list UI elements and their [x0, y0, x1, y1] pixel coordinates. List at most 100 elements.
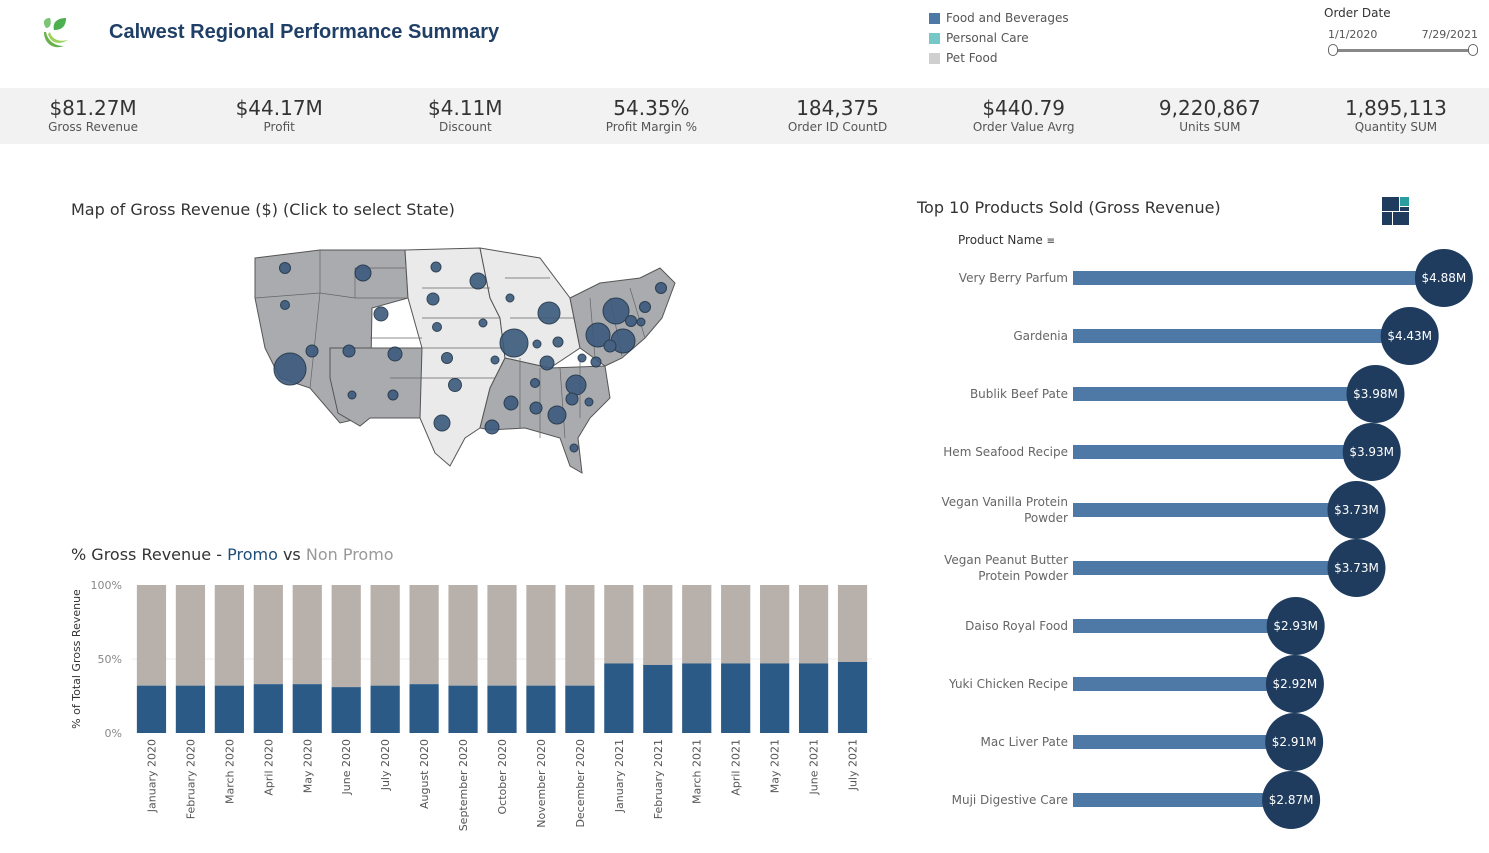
bar-non-promo[interactable]	[526, 585, 556, 686]
kpi-tile: $440.79 Order Value Avrg	[931, 88, 1117, 144]
bar-non-promo[interactable]	[409, 585, 439, 685]
x-tick-label: July 2021	[847, 739, 860, 791]
value-circle[interactable]	[1327, 539, 1386, 597]
product-bar[interactable]	[1073, 735, 1295, 749]
value-circle[interactable]	[1346, 365, 1405, 423]
kpi-label: Profit	[263, 120, 295, 134]
legend-item[interactable]: Personal Care	[929, 28, 1069, 48]
bar-promo[interactable]	[760, 663, 790, 733]
y-axis-label: % of Total Gross Revenue	[70, 589, 83, 729]
bar-non-promo[interactable]	[487, 585, 517, 686]
product-bar[interactable]	[1073, 793, 1292, 807]
product-bar[interactable]	[1073, 445, 1372, 459]
y-tick-label: 50%	[98, 653, 122, 666]
bar-non-promo[interactable]	[604, 585, 634, 664]
product-bar[interactable]	[1073, 561, 1357, 575]
value-label: $3.98M	[1353, 387, 1398, 401]
bar-non-promo[interactable]	[292, 585, 322, 685]
product-label: Vegan Peanut Butter	[944, 553, 1068, 567]
y-tick-label: 0%	[105, 727, 122, 740]
kpi-tile: $81.27M Gross Revenue	[0, 88, 186, 144]
bar-non-promo[interactable]	[643, 585, 673, 665]
bar-promo[interactable]	[487, 685, 517, 733]
us-revenue-map[interactable]	[250, 238, 690, 488]
kpi-tile: $4.11M Discount	[372, 88, 558, 144]
value-circle[interactable]	[1265, 713, 1324, 771]
value-label: $2.93M	[1273, 619, 1318, 633]
bar-promo[interactable]	[409, 684, 439, 733]
product-bar[interactable]	[1073, 329, 1410, 343]
bar-promo[interactable]	[837, 661, 868, 733]
value-label: $3.73M	[1334, 561, 1379, 575]
product-bar[interactable]	[1073, 387, 1376, 401]
map-region-southeast	[479, 357, 611, 474]
sort-icon[interactable]: ≡	[1046, 236, 1055, 247]
bar-promo[interactable]	[526, 685, 556, 733]
value-circle[interactable]	[1327, 481, 1386, 539]
legend-item[interactable]: Food and Beverages	[929, 8, 1069, 28]
bar-promo[interactable]	[448, 685, 478, 733]
bar-promo[interactable]	[370, 685, 400, 733]
bar-promo[interactable]	[643, 664, 673, 733]
bar-non-promo[interactable]	[253, 585, 283, 685]
value-label: $2.91M	[1272, 735, 1317, 749]
x-tick-label: June 2020	[340, 739, 353, 795]
x-tick-label: July 2020	[379, 739, 392, 791]
x-tick-label: August 2020	[418, 739, 431, 809]
bar-promo[interactable]	[175, 685, 206, 733]
date-range-slider[interactable]	[1324, 43, 1478, 57]
bar-non-promo[interactable]	[760, 585, 790, 664]
bar-promo[interactable]	[682, 663, 712, 733]
product-label: Powder	[1024, 511, 1068, 525]
bar-non-promo[interactable]	[721, 585, 751, 664]
map-title: Map of Gross Revenue ($) (Click to selec…	[71, 200, 455, 219]
bar-promo[interactable]	[253, 684, 283, 733]
x-tick-label: March 2021	[691, 739, 704, 804]
bar-non-promo[interactable]	[798, 585, 829, 664]
slider-handle-start[interactable]	[1328, 44, 1338, 56]
value-circle[interactable]	[1266, 597, 1325, 655]
value-circle[interactable]	[1262, 771, 1321, 829]
product-bar[interactable]	[1073, 619, 1296, 633]
bar-non-promo[interactable]	[136, 585, 167, 686]
bar-promo[interactable]	[604, 663, 634, 733]
value-circle[interactable]	[1414, 249, 1473, 307]
kpi-value: $440.79	[982, 96, 1066, 120]
value-circle[interactable]	[1380, 307, 1439, 365]
legend-item[interactable]: Pet Food	[929, 48, 1069, 68]
slider-handle-end[interactable]	[1468, 44, 1478, 56]
legend-swatch	[929, 52, 940, 64]
product-name-header[interactable]: Product Name ≡	[958, 233, 1055, 247]
bar-promo[interactable]	[331, 687, 361, 733]
product-bar[interactable]	[1073, 503, 1357, 517]
bar-non-promo[interactable]	[682, 585, 712, 664]
treemap-icon[interactable]	[1382, 197, 1410, 225]
bar-non-promo[interactable]	[837, 585, 868, 662]
bar-promo[interactable]	[565, 685, 595, 733]
dashboard-title: Calwest Regional Performance Summary	[109, 21, 500, 43]
order-date-filter[interactable]: Order Date 1/1/2020 7/29/2021	[1324, 6, 1478, 57]
bar-promo[interactable]	[798, 663, 829, 733]
value-circle[interactable]	[1265, 655, 1324, 713]
bar-promo[interactable]	[136, 685, 167, 733]
bar-non-promo[interactable]	[331, 585, 361, 688]
product-bar[interactable]	[1073, 271, 1444, 285]
bar-non-promo[interactable]	[448, 585, 478, 686]
bar-promo[interactable]	[214, 685, 244, 733]
value-circle[interactable]	[1342, 423, 1401, 481]
bar-promo[interactable]	[721, 663, 751, 733]
bar-non-promo[interactable]	[175, 585, 206, 686]
kpi-label: Units SUM	[1179, 120, 1241, 134]
product-bar[interactable]	[1073, 677, 1295, 691]
bar-non-promo[interactable]	[214, 585, 244, 686]
kpi-label: Quantity SUM	[1354, 120, 1438, 134]
kpi-tile: $44.17M Profit	[186, 88, 372, 144]
company-logo	[38, 14, 76, 52]
product-label: Hem Seafood Recipe	[943, 445, 1068, 459]
kpi-label: Gross Revenue	[48, 120, 138, 134]
bar-non-promo[interactable]	[565, 585, 595, 686]
product-label: Very Berry Parfum	[959, 271, 1068, 285]
bar-promo[interactable]	[292, 684, 322, 733]
bar-non-promo[interactable]	[370, 585, 400, 686]
product-label: Vegan Vanilla Protein	[941, 495, 1068, 509]
